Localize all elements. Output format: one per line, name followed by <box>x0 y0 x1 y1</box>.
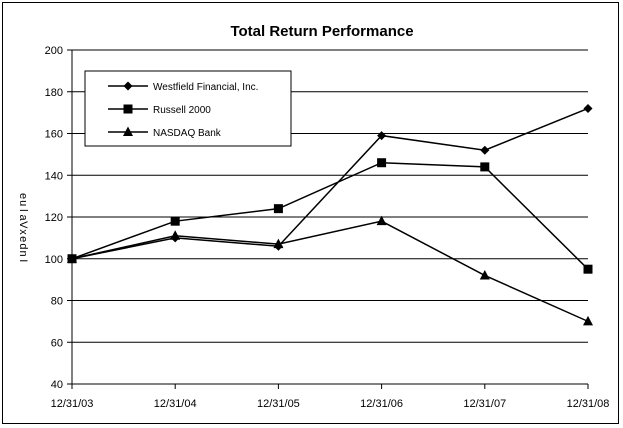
y-tick-label-100: 100 <box>45 254 63 266</box>
y-tick-label-180: 180 <box>45 87 63 99</box>
y-tick-label-160: 160 <box>45 129 63 141</box>
y-axis-label-char-4: V <box>17 221 29 229</box>
y-tick-label-120: 120 <box>45 212 63 224</box>
legend-marker-0 <box>123 81 133 91</box>
legend: Westfield Financial, Inc. Russell 2000 NAS… <box>84 70 292 147</box>
x-tick-label-4: 12/31/07 <box>463 398 506 410</box>
y-tick-label-200: 200 <box>45 45 63 57</box>
series-0-point-5 <box>583 103 593 113</box>
series-line-2 <box>71 220 589 323</box>
y-tick-label-60: 60 <box>51 337 63 349</box>
series-1-point-2 <box>273 204 283 214</box>
series-2-point-0 <box>67 253 77 263</box>
legend-marker-2 <box>123 126 133 136</box>
series-0-point-4 <box>480 145 490 155</box>
legend-label-1: Russell 2000 <box>153 105 211 116</box>
y-axis-label-char-6: e <box>17 236 29 242</box>
y-tick-label-40: 40 <box>51 379 63 391</box>
y-axis-label-char-2: l <box>17 209 29 211</box>
series-1-point-1 <box>170 216 180 226</box>
x-axis: 12/31/03 12/31/04 12/31/05 12/31/06 12/31/07… <box>51 383 610 410</box>
series-line-1 <box>71 161 589 270</box>
y-tick-label-80: 80 <box>51 296 63 308</box>
series-2-point-1 <box>170 230 181 240</box>
x-tick-label-1: 12/31/04 <box>154 398 197 410</box>
chart-title: Total Return Performance <box>230 23 413 40</box>
series-2-point-4 <box>479 269 490 280</box>
y-axis-label-char-5: x <box>17 229 29 235</box>
series-1-point-5 <box>583 264 593 274</box>
y-axis-label-char-0: e <box>17 193 29 199</box>
y-tick-label-140: 140 <box>45 170 63 182</box>
legend-label-2: NASDAQ Bank <box>153 128 222 139</box>
x-tick-label-3: 12/31/06 <box>360 398 403 410</box>
series-1-point-3 <box>377 158 387 168</box>
series-lines <box>67 103 593 326</box>
y-axis: 40 60 80 100 120 140 160 180 200 <box>45 45 73 391</box>
series-2-point-5 <box>583 315 593 326</box>
x-tick-label-0: 12/31/03 <box>51 398 94 410</box>
series-2-point-3 <box>376 215 387 226</box>
gridlines <box>72 49 588 343</box>
y-axis-label-char-8: n <box>17 251 29 257</box>
y-axis-label-char-3: a <box>17 215 29 222</box>
legend-marker-1 <box>123 104 133 114</box>
series-0-point-3 <box>377 131 387 141</box>
series-line-0 <box>71 107 589 260</box>
y-axis-label-char-9: I <box>17 259 29 262</box>
y-axis-label-char-7: d <box>17 243 29 249</box>
legend-label-0: Westfield Financial, Inc. <box>153 82 258 93</box>
x-tick-label-5: 12/31/08 <box>567 398 610 410</box>
x-tick-label-2: 12/31/05 <box>257 398 300 410</box>
y-axis-label-char-1: u <box>17 200 29 206</box>
series-2-point-2 <box>273 238 284 249</box>
series-1-point-4 <box>480 162 490 172</box>
